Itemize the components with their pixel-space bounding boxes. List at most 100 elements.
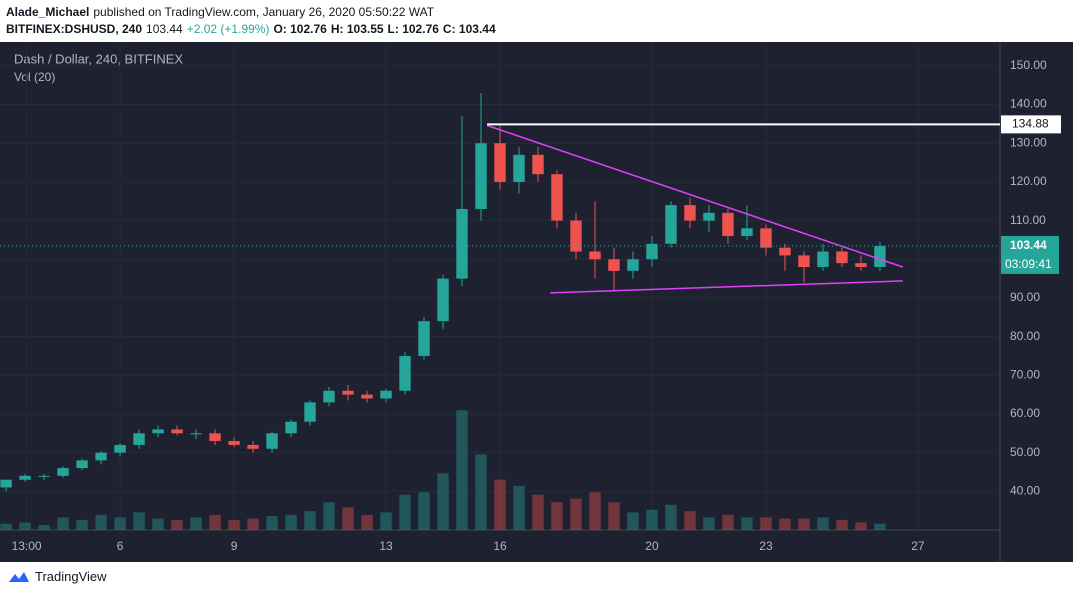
- chart-bg: [0, 42, 1073, 562]
- candle-body: [361, 394, 373, 399]
- x-tick-label: 27: [911, 539, 925, 553]
- candle-body: [228, 441, 240, 445]
- published: published on TradingView.com, January 26…: [93, 5, 435, 19]
- volume-bar: [285, 514, 297, 530]
- author: Alade_Michael: [6, 5, 90, 19]
- price-label-bg: [1001, 115, 1061, 134]
- candle-body: [418, 321, 430, 356]
- candle-body: [570, 220, 582, 252]
- volume-bar: [836, 519, 848, 530]
- candle-body: [0, 479, 12, 488]
- candle-body: [95, 452, 107, 461]
- volume-bar: [228, 519, 240, 530]
- volume-bar: [361, 514, 373, 530]
- candle-body: [19, 475, 31, 480]
- chart-title: Dash / Dollar, 240, BITFINEX: [14, 51, 183, 66]
- volume-bar: [114, 517, 126, 530]
- candle-body: [475, 143, 487, 209]
- volume-label: Vol (20): [14, 70, 55, 84]
- y-tick-label: 70.00: [1010, 367, 1040, 381]
- candle-body: [722, 212, 734, 237]
- price: 103.44: [146, 22, 183, 36]
- close: C: 103.44: [442, 22, 496, 36]
- volume-bar: [874, 523, 886, 530]
- volume-bar: [627, 512, 639, 530]
- volume-bar: [760, 517, 772, 530]
- volume-bar: [342, 507, 354, 530]
- candle-body: [114, 444, 126, 453]
- high: H: 103.55: [330, 22, 384, 36]
- y-tick-label: 120.00: [1010, 174, 1047, 188]
- open: O: 102.76: [273, 22, 327, 36]
- y-tick-label: 110.00: [1010, 213, 1046, 227]
- y-tick-label: 130.00: [1010, 135, 1047, 149]
- candle-body: [342, 390, 354, 395]
- volume-bar: [608, 502, 620, 530]
- volume-bar: [19, 522, 31, 530]
- volume-bar: [817, 517, 829, 530]
- volume-bar: [684, 511, 696, 530]
- x-tick-label: 6: [117, 539, 124, 553]
- x-tick-label: 16: [493, 539, 507, 553]
- volume-bar: [855, 522, 867, 530]
- candle-body: [209, 433, 221, 442]
- x-tick-label: 13:00: [12, 539, 42, 553]
- candle-body: [494, 143, 506, 182]
- candle-body: [133, 433, 145, 445]
- volume-bar: [779, 518, 791, 530]
- y-tick-label: 40.00: [1010, 483, 1040, 497]
- candle-body: [76, 460, 88, 469]
- last-price-bg: [1001, 235, 1059, 274]
- volume-bar: [513, 485, 525, 530]
- candle-body: [513, 154, 525, 182]
- volume-bar: [551, 502, 563, 530]
- candle-body: [798, 255, 810, 268]
- volume-bar: [741, 517, 753, 530]
- candle-body: [152, 429, 164, 434]
- volume-bar: [247, 518, 259, 530]
- candle-body: [646, 243, 658, 260]
- trendline: [486, 124, 903, 268]
- volume-bar: [95, 514, 107, 530]
- symbol-line: BITFINEX:DSHUSD, 240 103.44 +2.02 (+1.99%)…: [6, 22, 500, 36]
- volume-bar: [494, 479, 506, 530]
- volume-bar: [323, 502, 335, 530]
- volume-bar: [646, 509, 658, 530]
- candle-body: [684, 205, 696, 221]
- low: L: 102.76: [387, 22, 439, 36]
- candle-body: [760, 228, 772, 248]
- publish-line: Alade_Michael published on TradingView.co…: [6, 5, 438, 19]
- volume-bar: [589, 492, 601, 530]
- brand: TradingView: [35, 569, 107, 584]
- candle-body: [532, 154, 544, 175]
- candle-body: [703, 212, 715, 221]
- last-price: 103.44: [1010, 238, 1047, 252]
- volume-bar: [380, 512, 392, 530]
- y-tick-label: 60.00: [1010, 406, 1040, 420]
- price-label: 134.88: [1012, 117, 1049, 131]
- candle-body: [779, 247, 791, 256]
- volume-bar: [133, 512, 145, 530]
- volume-bar: [399, 494, 411, 530]
- volume-bar: [665, 504, 677, 530]
- volume-bar: [76, 519, 88, 530]
- symbol: BITFINEX:DSHUSD, 240: [6, 22, 143, 36]
- candle-body: [551, 174, 563, 221]
- candle-body: [589, 251, 601, 260]
- footer: TradingView: [8, 569, 107, 584]
- candle-body: [190, 433, 202, 435]
- logo: [9, 571, 29, 582]
- volume-bar: [475, 454, 487, 530]
- volume-bar: [209, 514, 221, 530]
- y-tick-label: 90.00: [1010, 290, 1040, 304]
- x-tick-label: 23: [759, 539, 773, 553]
- volume-bar: [703, 517, 715, 530]
- candle-body: [323, 390, 335, 403]
- countdown: 03:09:41: [1005, 257, 1052, 271]
- candle-body: [608, 259, 620, 271]
- candle-body: [437, 278, 449, 322]
- x-tick-label: 9: [231, 539, 238, 553]
- trendline: [550, 280, 903, 294]
- candle-body: [627, 259, 639, 271]
